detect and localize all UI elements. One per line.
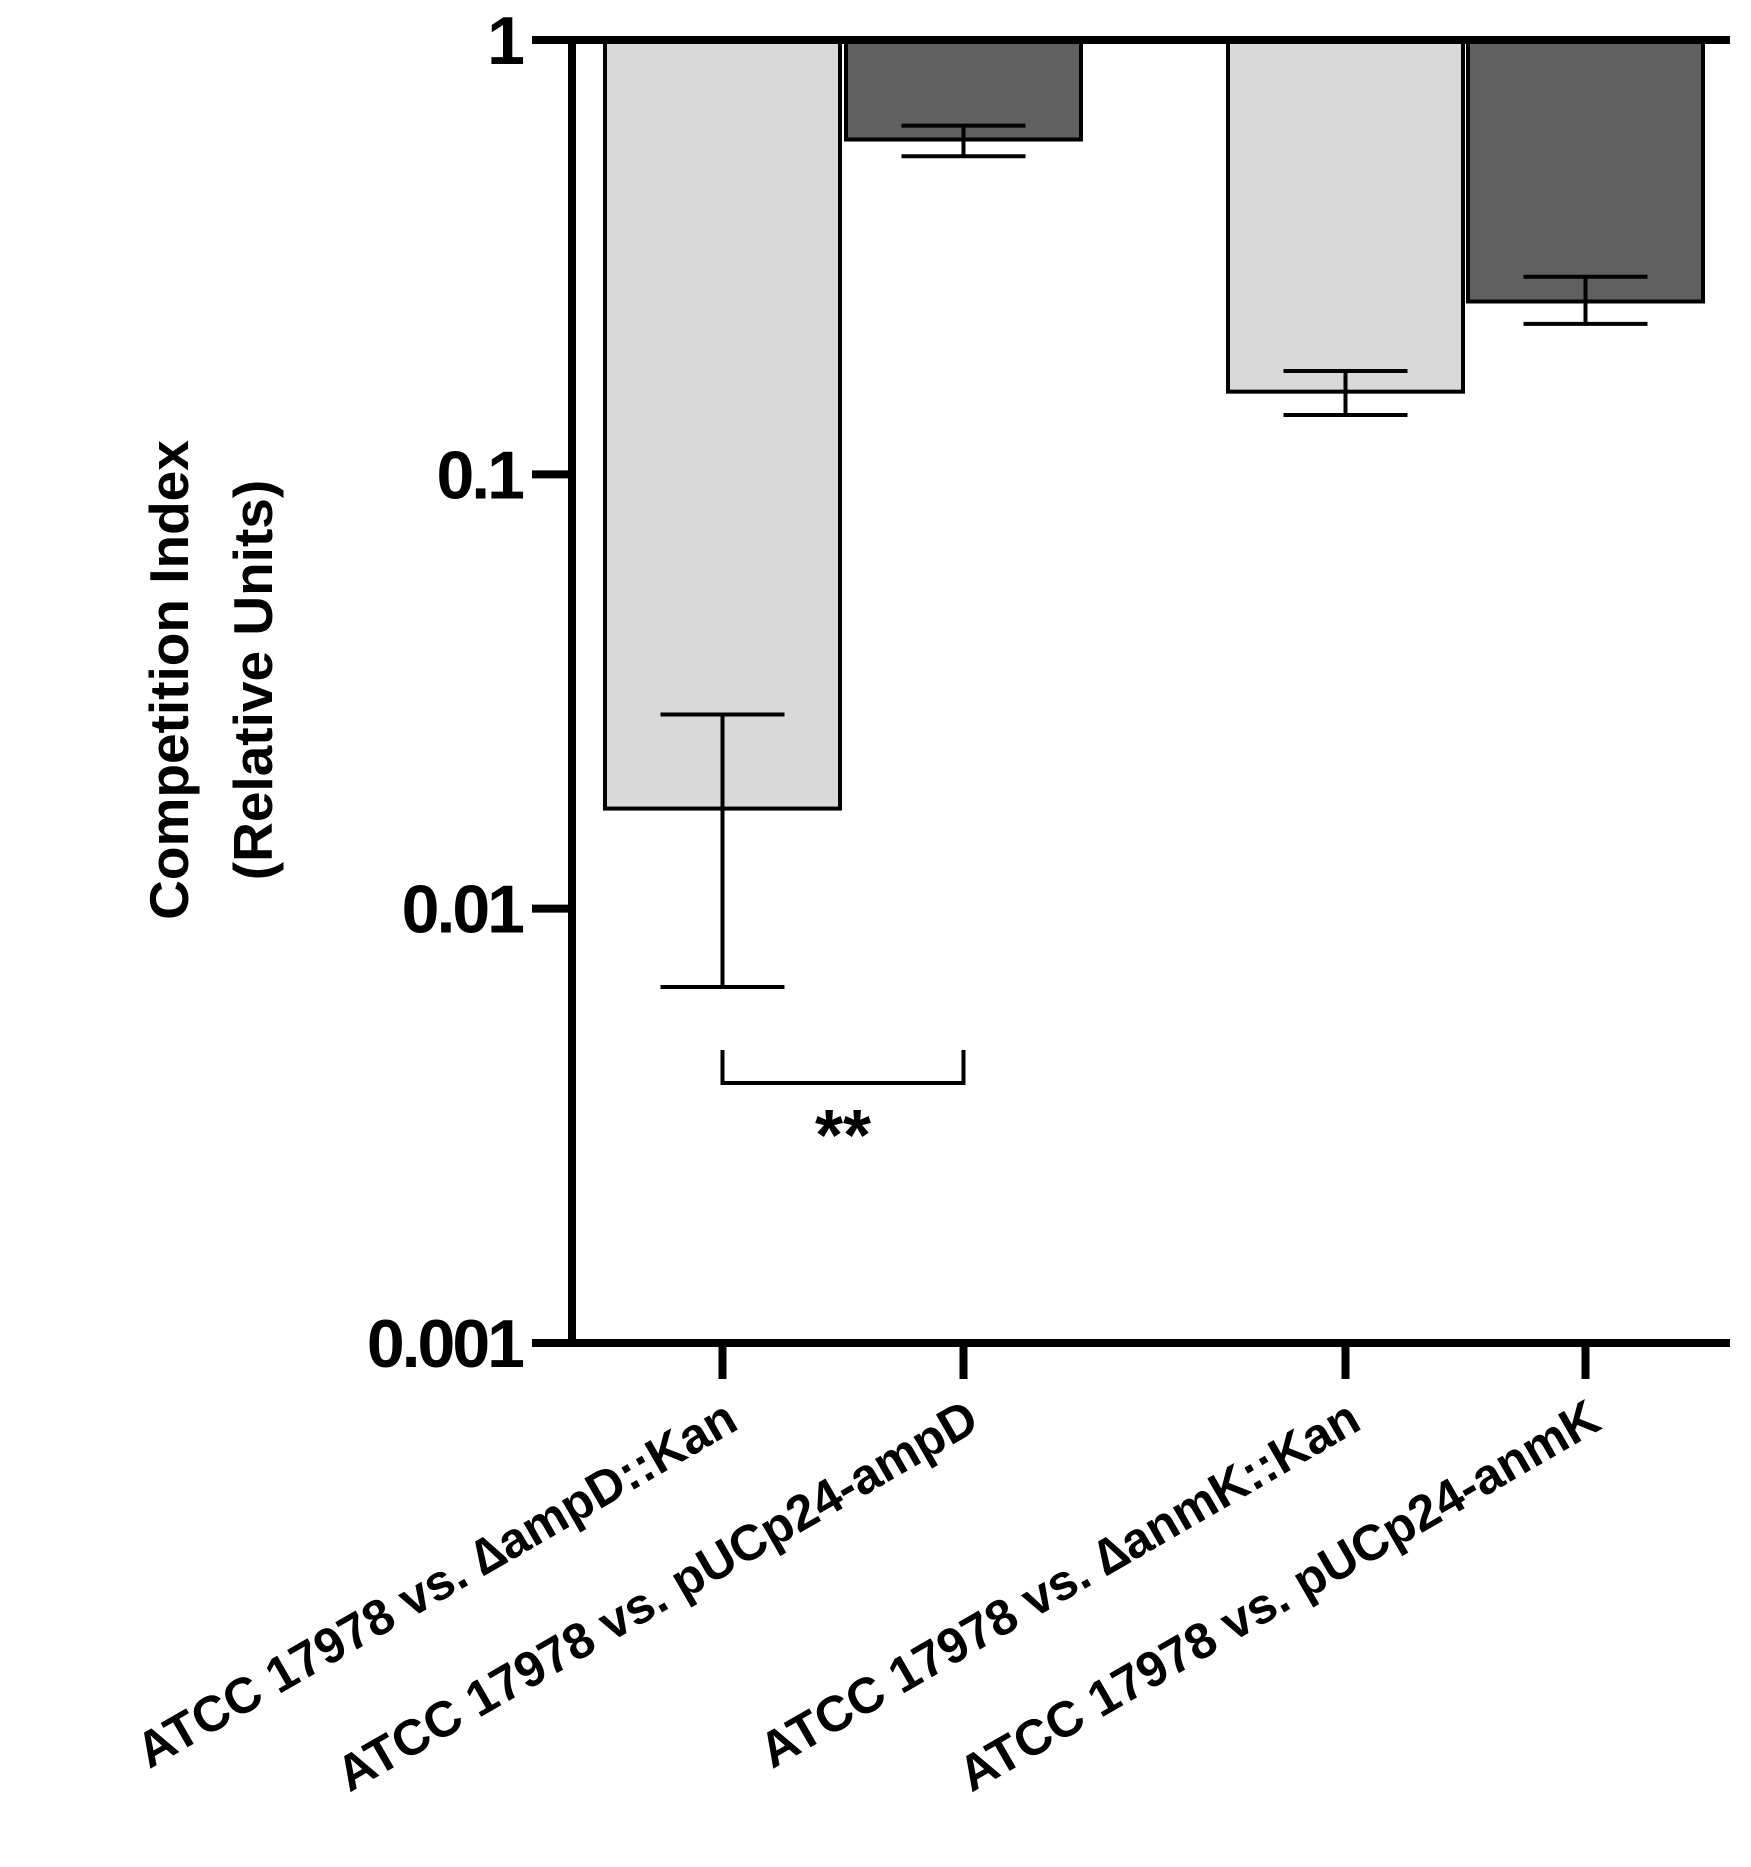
- y-axis-title-line-2: (Relative Units): [222, 480, 284, 880]
- y-tick-label-2: 0.01: [402, 872, 524, 948]
- y-tick-label-1: 0.001: [367, 1306, 523, 1382]
- y-tick-label-3: 0.1: [436, 437, 523, 513]
- bar-4: [1466, 38, 1705, 304]
- bar-1: [603, 38, 842, 811]
- y-tick-label-4: 1: [487, 3, 523, 79]
- bar-2: [844, 38, 1083, 142]
- bar-3: [1226, 38, 1465, 394]
- y-axis-title-line-1: Competition Index: [138, 440, 200, 920]
- significance-label-1: **: [815, 1096, 871, 1176]
- significance-bracket-1: [720, 1050, 966, 1085]
